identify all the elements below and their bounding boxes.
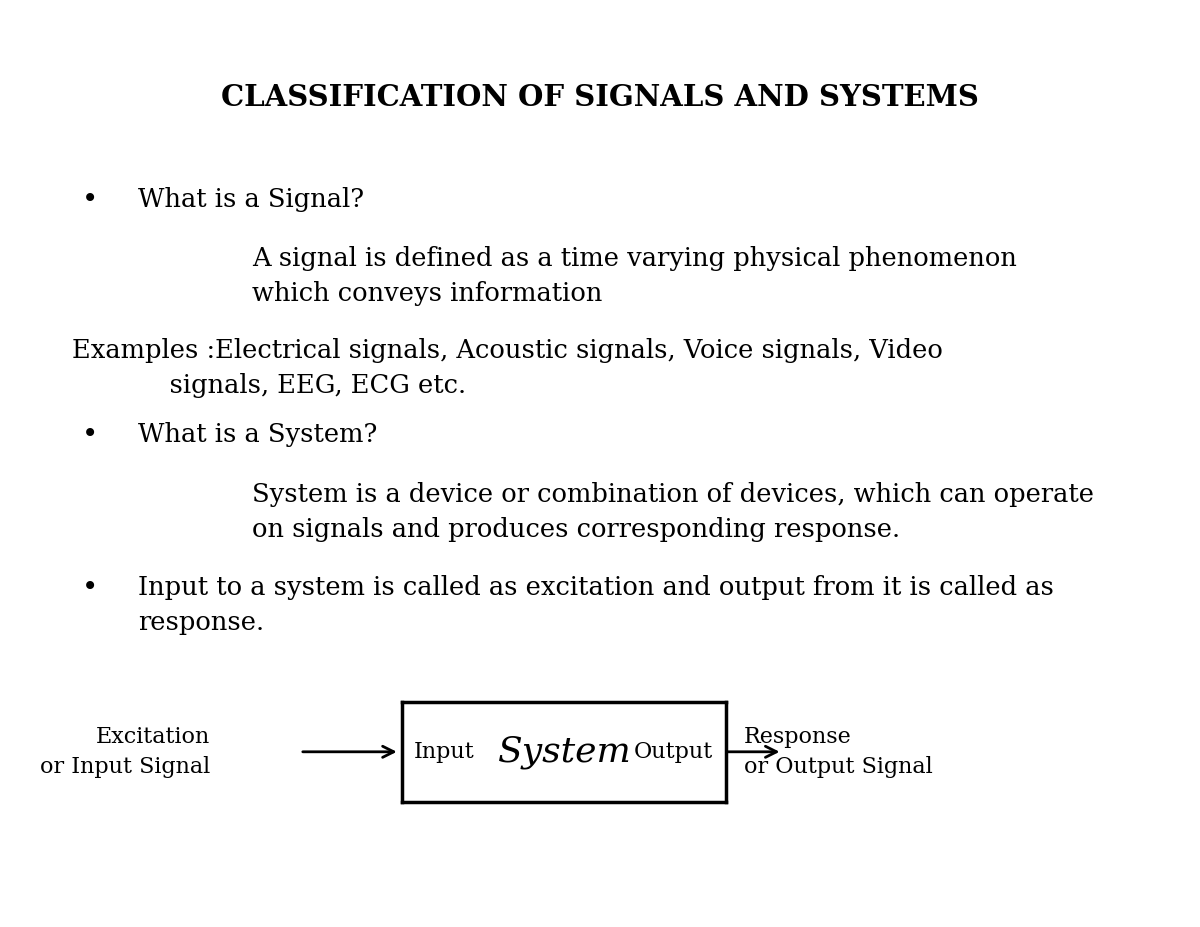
Text: •: • [82,422,98,449]
Text: Examples :Electrical signals, Acoustic signals, Voice signals, Video
           : Examples :Electrical signals, Acoustic s… [72,338,943,399]
Text: Input to a system is called as excitation and output from it is called as
respon: Input to a system is called as excitatio… [138,575,1054,635]
Text: System: System [498,735,632,768]
Text: Excitation
or Input Signal: Excitation or Input Signal [40,726,210,778]
Text: Output: Output [634,741,713,763]
Text: A signal is defined as a time varying physical phenomenon
which conveys informat: A signal is defined as a time varying ph… [252,246,1016,306]
Text: •: • [82,187,98,214]
Text: What is a System?: What is a System? [138,422,377,447]
Text: •: • [82,575,98,602]
Text: What is a Signal?: What is a Signal? [138,187,364,212]
Text: System is a device or combination of devices, which can operate
on signals and p: System is a device or combination of dev… [252,482,1094,542]
Text: Input: Input [414,741,475,763]
Text: CLASSIFICATION OF SIGNALS AND SYSTEMS: CLASSIFICATION OF SIGNALS AND SYSTEMS [221,83,979,112]
Text: Response
or Output Signal: Response or Output Signal [744,726,932,778]
